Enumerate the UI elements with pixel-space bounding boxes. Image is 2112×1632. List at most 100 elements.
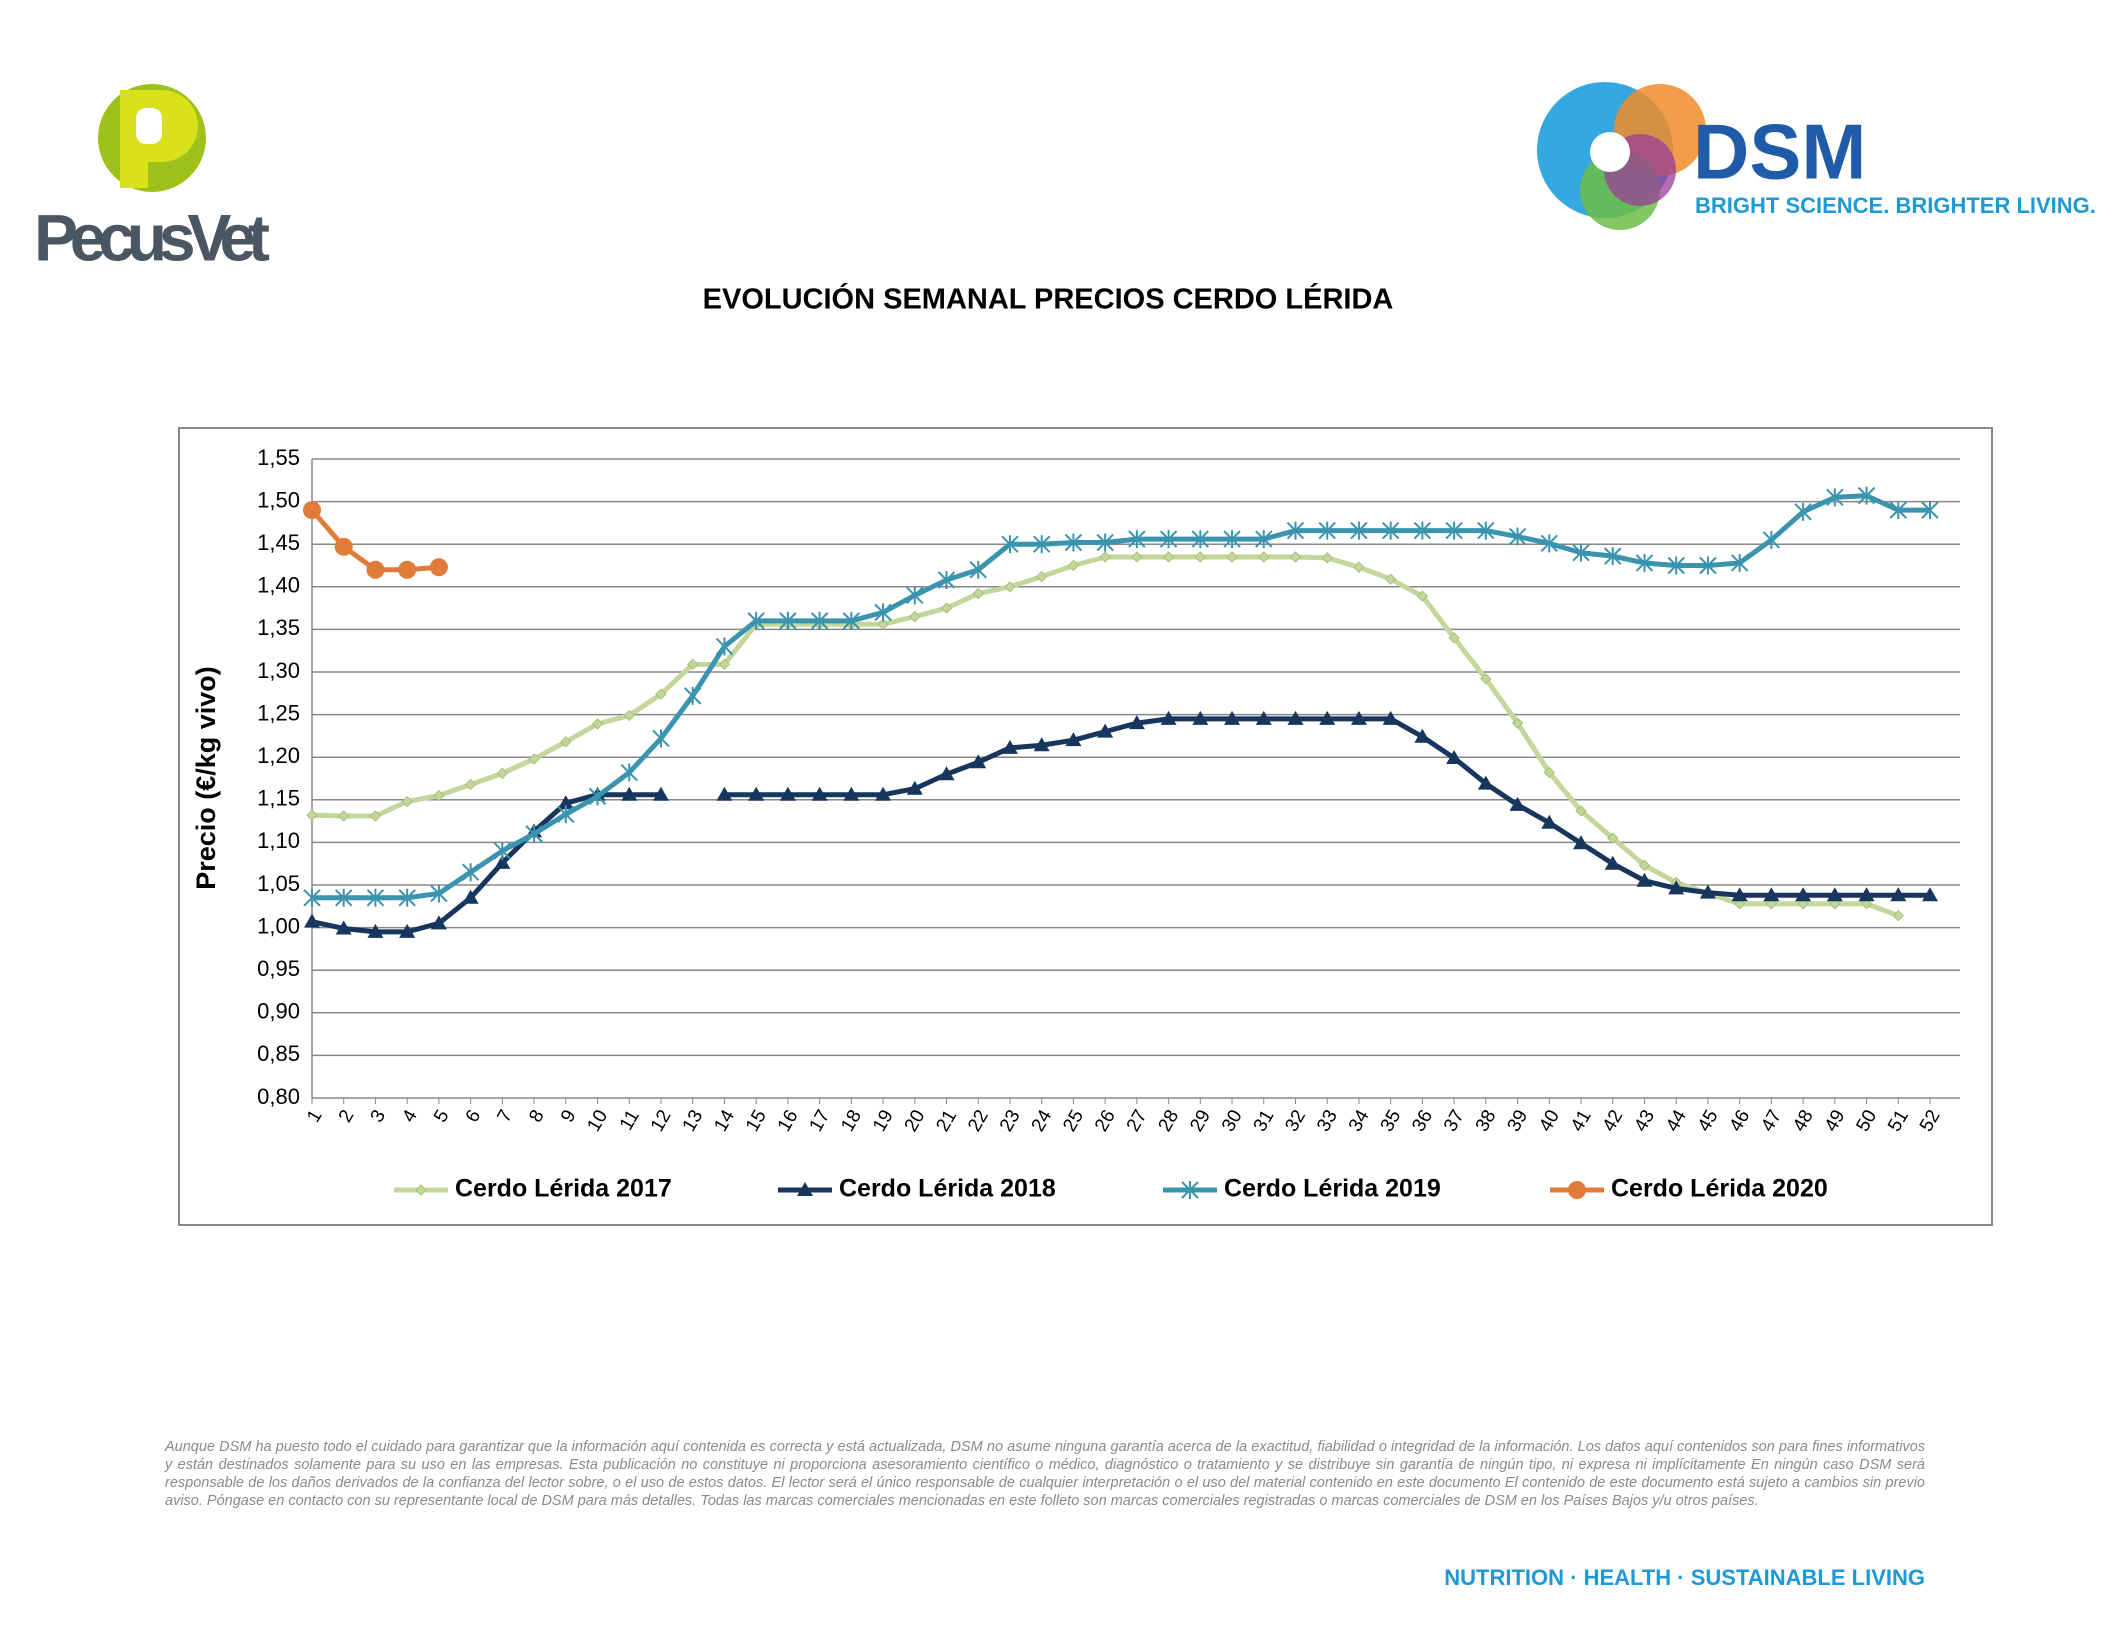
marker (972, 587, 984, 600)
marker (304, 913, 320, 928)
x-tick-label: 13 (679, 1107, 708, 1136)
marker (686, 658, 699, 671)
marker (779, 611, 797, 630)
marker (461, 863, 480, 882)
marker (1382, 710, 1399, 725)
marker (1477, 775, 1494, 790)
y-tick-label: 0,80 (257, 1084, 300, 1109)
series-line (312, 493, 1930, 901)
x-tick-label: 11 (616, 1107, 644, 1135)
marker (877, 618, 889, 630)
tagline: BRIGHT SCIENCE. BRIGHTER LIVING. (1695, 193, 2096, 218)
logo-icon (136, 108, 162, 144)
marker (1224, 710, 1241, 725)
x-tick-label: 28 (1155, 1107, 1184, 1136)
marker (1730, 553, 1749, 572)
marker (366, 560, 385, 579)
marker (1128, 715, 1145, 730)
marker (306, 809, 318, 821)
marker (1446, 750, 1463, 765)
x-tick-label: 43 (1630, 1107, 1659, 1136)
marker (1192, 710, 1209, 725)
marker (1762, 530, 1781, 549)
x-tick-label: 45 (1694, 1107, 1723, 1136)
y-tick-label: 1,45 (257, 530, 300, 555)
marker (493, 841, 512, 860)
marker (1289, 551, 1302, 563)
x-tick-label: 18 (837, 1107, 866, 1136)
marker (557, 805, 575, 824)
marker (1543, 766, 1555, 779)
x-tick-label: 32 (1281, 1107, 1310, 1136)
x-tick-label: 41 (1567, 1107, 1596, 1136)
disclaimer: Aunque DSM ha puesto todo el cuidado par… (165, 1439, 1925, 1509)
marker (1889, 501, 1907, 520)
legend-label: Cerdo Lérida 2020 (1611, 1175, 1828, 1203)
marker (1065, 732, 1082, 747)
marker (1032, 535, 1051, 554)
marker (779, 786, 796, 801)
marker (1097, 723, 1114, 738)
marker (1353, 561, 1365, 573)
y-tick-label: 1,30 (257, 658, 300, 683)
marker (621, 786, 638, 801)
marker (718, 658, 731, 671)
x-tick-label: 33 (1313, 1107, 1342, 1136)
marker (1384, 573, 1397, 585)
marker (557, 795, 574, 810)
y-tick-label: 1,20 (257, 743, 300, 768)
x-tick-label: 20 (901, 1107, 930, 1136)
marker (399, 923, 416, 938)
x-tick-label: 9 (557, 1107, 580, 1127)
marker (1636, 872, 1653, 887)
x-tick-label: 2 (335, 1107, 358, 1127)
marker (334, 537, 353, 556)
marker (969, 560, 987, 579)
x-tick-label: 26 (1091, 1107, 1120, 1136)
marker (1319, 710, 1336, 725)
marker (430, 884, 448, 903)
legend-label: Cerdo Lérida 2017 (455, 1175, 672, 1203)
x-tick-label: 34 (1345, 1106, 1374, 1135)
marker (1258, 551, 1270, 563)
marker (1699, 884, 1716, 899)
marker (1635, 553, 1654, 572)
marker (1414, 728, 1431, 743)
marker (1604, 547, 1622, 566)
marker (1763, 887, 1780, 902)
marker (464, 778, 477, 791)
x-tick-label: 21 (932, 1107, 961, 1136)
marker (652, 729, 670, 748)
marker (1890, 887, 1907, 902)
x-tick-label: 38 (1472, 1107, 1501, 1136)
marker (1255, 710, 1272, 725)
x-tick-label: 30 (1218, 1107, 1247, 1136)
x-tick-label: 40 (1535, 1107, 1564, 1136)
marker (1826, 887, 1843, 902)
marker (623, 709, 635, 722)
marker (655, 688, 667, 700)
marker (1604, 855, 1621, 870)
marker (401, 795, 413, 808)
legend-label: Cerdo Lérida 2018 (839, 1175, 1056, 1203)
y-tick-label: 0,85 (257, 1041, 300, 1066)
marker (1733, 898, 1746, 910)
y-tick-label: 0,90 (257, 999, 300, 1024)
y-tick-label: 1,25 (257, 700, 300, 725)
y-tick-label: 1,55 (257, 445, 300, 470)
marker (1064, 533, 1083, 552)
marker (937, 570, 956, 589)
marker (1731, 887, 1748, 902)
marker (1159, 530, 1178, 549)
marker (1194, 551, 1207, 563)
x-tick-label: 16 (774, 1107, 803, 1136)
y-tick-label: 1,50 (257, 487, 300, 512)
x-tick-label: 35 (1377, 1107, 1406, 1136)
marker (874, 603, 892, 622)
marker (366, 888, 385, 907)
chart-title: EVOLUCIÓN SEMANAL PRECIOS CERDO LÉRIDA (703, 282, 1394, 316)
x-tick-label: 17 (806, 1107, 835, 1136)
marker (1638, 859, 1651, 872)
x-tick-label: 27 (1123, 1107, 1152, 1136)
x-tick-label: 49 (1821, 1107, 1850, 1136)
